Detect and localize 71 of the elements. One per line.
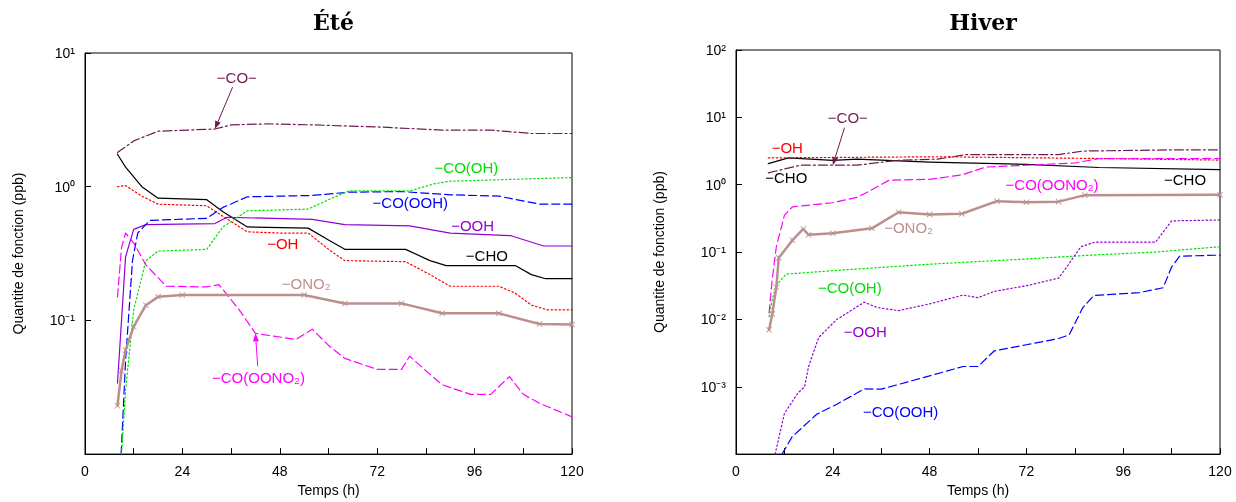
chart-title: Hiver bbox=[949, 9, 1018, 35]
point bbox=[769, 311, 776, 318]
point bbox=[495, 310, 502, 317]
x-tick-label: 24 bbox=[825, 463, 841, 480]
annotation: −OOH bbox=[451, 216, 495, 234]
point bbox=[155, 293, 162, 300]
point bbox=[805, 231, 812, 238]
x-tick-label: 0 bbox=[81, 463, 90, 480]
annotation: −CO(OOH) bbox=[372, 194, 448, 212]
point bbox=[868, 225, 875, 232]
x-tick-label: 120 bbox=[560, 463, 584, 480]
y-axis-title: Quantite de fonction (ppb) bbox=[651, 171, 667, 333]
y-tick-label: 10⁰ bbox=[54, 178, 75, 195]
point bbox=[766, 326, 773, 333]
point bbox=[829, 230, 836, 237]
annotation: −OH bbox=[267, 234, 299, 252]
point bbox=[179, 291, 186, 298]
y-tick-label: 10⁰ bbox=[705, 176, 726, 193]
x-tick-label: 24 bbox=[174, 463, 191, 480]
x-tick-label: 120 bbox=[1208, 463, 1232, 480]
point bbox=[773, 284, 780, 291]
line-series bbox=[774, 219, 1221, 455]
point bbox=[775, 254, 782, 261]
x-axis-title: Temps (h) bbox=[946, 482, 1010, 498]
line-series bbox=[116, 184, 573, 311]
annotation: −CO− bbox=[827, 108, 869, 126]
chart-title: Été bbox=[313, 9, 354, 35]
y-tick-label: 10¹ bbox=[705, 109, 727, 126]
x-tick-label: 72 bbox=[369, 463, 386, 480]
y-tick-label: 10⁻³ bbox=[700, 378, 727, 395]
annotation: −CO(OOH) bbox=[862, 403, 939, 421]
annotation: −CO(OH) bbox=[817, 279, 882, 297]
point bbox=[122, 347, 129, 354]
x-tick-label: 48 bbox=[921, 463, 938, 480]
y-tick-label: 10² bbox=[705, 42, 727, 58]
point bbox=[569, 321, 575, 328]
line-series bbox=[781, 254, 1221, 455]
annotation: −OH bbox=[771, 139, 803, 157]
annotation: −CO(OH) bbox=[434, 158, 499, 176]
annotation: −ONO₂ bbox=[281, 275, 331, 293]
point bbox=[1217, 191, 1223, 198]
point bbox=[439, 310, 446, 317]
point bbox=[958, 210, 965, 217]
y-tick-label: 10⁻¹ bbox=[49, 312, 76, 329]
x-axis-title: Temps (h) bbox=[297, 482, 360, 498]
line-series bbox=[116, 216, 573, 384]
point bbox=[301, 291, 308, 298]
annotation: −CO− bbox=[216, 68, 258, 86]
y-axis-title: Quantite de fonction (ppb) bbox=[10, 172, 26, 335]
annotation: −CO(OONO₂) bbox=[211, 368, 305, 386]
x-tick-label: 0 bbox=[732, 463, 741, 480]
annotation: −CHO bbox=[1163, 171, 1207, 189]
line-series bbox=[116, 232, 573, 418]
annotation: −CHO bbox=[765, 169, 808, 187]
line-series bbox=[768, 246, 1221, 318]
point bbox=[142, 302, 149, 309]
x-tick-label: 96 bbox=[1115, 463, 1132, 480]
annotation: −ONO₂ bbox=[884, 218, 934, 236]
point bbox=[1023, 199, 1030, 206]
line-series bbox=[114, 291, 575, 409]
x-tick-label: 72 bbox=[1018, 463, 1035, 480]
y-tick-label: 10⁻² bbox=[700, 311, 727, 328]
annotation: −CHO bbox=[465, 247, 508, 265]
y-tick-label: 10¹ bbox=[54, 45, 76, 61]
point bbox=[536, 320, 543, 327]
annotation: −OOH bbox=[843, 322, 887, 340]
x-tick-label: 96 bbox=[466, 463, 483, 480]
annotation: −CO(OONO₂) bbox=[1005, 175, 1099, 193]
x-tick-label: 48 bbox=[272, 463, 288, 480]
point bbox=[993, 198, 1000, 205]
y-tick-label: 10⁻¹ bbox=[700, 244, 727, 261]
